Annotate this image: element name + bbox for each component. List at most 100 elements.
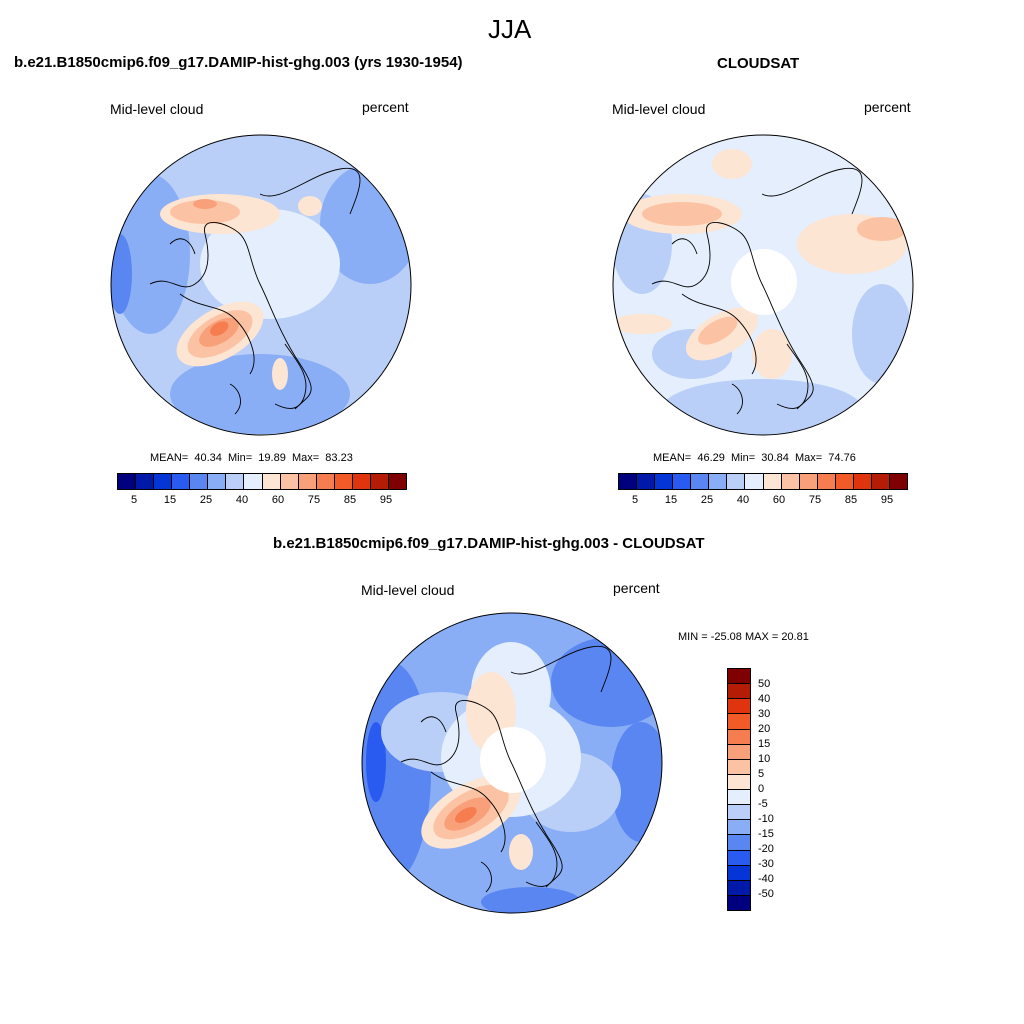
colorbar-swatch — [190, 474, 209, 489]
panel2-title: CLOUDSAT — [717, 55, 800, 72]
panel1-cbar-tick: 25 — [199, 494, 213, 506]
colorbar-swatch — [118, 474, 137, 489]
colorbar-swatch — [889, 474, 907, 489]
panel3-cbar-tick: -15 — [758, 828, 774, 840]
panel3-left-label: Mid-level cloud — [361, 582, 455, 598]
panel1-units-label: percent — [362, 99, 409, 115]
colorbar-swatch — [655, 474, 674, 489]
panel2-cbar-tick: 85 — [844, 494, 858, 506]
panel1-min-label: Min= — [228, 452, 253, 464]
panel2-units-label: percent — [864, 99, 911, 115]
colorbar-swatch — [853, 474, 872, 489]
panel2-cbar-tick: 25 — [700, 494, 714, 506]
colorbar-swatch — [728, 684, 750, 700]
colorbar-swatch — [619, 474, 638, 489]
main-title: JJA — [488, 14, 532, 44]
colorbar-swatch — [728, 699, 750, 715]
colorbar-swatch — [226, 474, 245, 489]
panel1-cbar-tick: 60 — [271, 494, 285, 506]
colorbar-swatch — [728, 729, 750, 745]
colorbar-swatch — [728, 895, 750, 910]
colorbar-swatch — [728, 790, 750, 806]
panel3-cbar-tick: 0 — [758, 783, 765, 795]
panel3-cbar-tick: 5 — [758, 768, 765, 780]
panel3-cbar-tick: 20 — [758, 723, 771, 735]
colorbar-swatch — [298, 474, 317, 489]
colorbar-swatch — [745, 474, 764, 489]
panel2-mean-label: MEAN= — [653, 452, 692, 464]
panel3-minmax: MIN = -25.08 MAX = 20.81 — [678, 631, 809, 643]
panel2-cbar-tick: 5 — [631, 494, 639, 506]
panel1-min-value: 19.89 — [258, 452, 286, 464]
panel1-cbar-tick: 15 — [163, 494, 177, 506]
colorbar-swatch — [781, 474, 800, 489]
panel1-cbar-tick: 85 — [343, 494, 357, 506]
colorbar-swatch — [728, 835, 750, 851]
colorbar-swatch — [691, 474, 710, 489]
panel2-colorbar-ticks: 5 15 25 40 60 75 85 95 — [618, 494, 908, 508]
colorbar-swatch — [709, 474, 728, 489]
colorbar-swatch — [727, 474, 746, 489]
colorbar-swatch — [728, 714, 750, 730]
panel2-left-label: Mid-level cloud — [612, 101, 706, 117]
panel3-cbar-tick: -5 — [758, 798, 768, 810]
panel1-mean-label: MEAN= — [150, 452, 189, 464]
colorbar-swatch — [244, 474, 263, 489]
colorbar-swatch — [728, 850, 750, 866]
panel1-stats: MEAN= 40.34 Min= 19.89 Max= 83.23 — [150, 452, 353, 464]
colorbar-swatch — [370, 474, 389, 489]
panel2-cbar-tick: 40 — [736, 494, 750, 506]
panel1-left-label: Mid-level cloud — [110, 101, 204, 117]
colorbar-swatch — [388, 474, 406, 489]
colorbar-swatch — [728, 744, 750, 760]
panel1-cbar-tick: 75 — [307, 494, 321, 506]
panel1-mean-value: 40.34 — [194, 452, 222, 464]
panel3-cbar-tick: -10 — [758, 813, 774, 825]
panel1-map — [110, 134, 412, 436]
panel3-colorbar — [727, 668, 751, 911]
colorbar-swatch — [334, 474, 353, 489]
colorbar-swatch — [728, 865, 750, 881]
panel2-stats: MEAN= 46.29 Min= 30.84 Max= 74.76 — [653, 452, 856, 464]
panel3-colorbar-ticks: 50 40 30 20 15 10 5 0 -5 -10 -15 -20 -30… — [758, 668, 798, 909]
panel2-cbar-tick: 15 — [664, 494, 678, 506]
panel1-colorbar-ticks: 5 15 25 40 60 75 85 95 — [117, 494, 407, 508]
colorbar-swatch — [208, 474, 227, 489]
colorbar-swatch — [154, 474, 173, 489]
panel3-cbar-tick: 50 — [758, 678, 771, 690]
panel1-cbar-tick: 5 — [130, 494, 138, 506]
panel2-mean-value: 46.29 — [697, 452, 725, 464]
panel2-max-value: 74.76 — [828, 452, 856, 464]
panel1-title: b.e21.B1850cmip6.f09_g17.DAMIP-hist-ghg.… — [14, 54, 463, 71]
panel3-units-label: percent — [613, 580, 660, 596]
panel3-cbar-tick: 30 — [758, 708, 771, 720]
panel3-cbar-tick: -40 — [758, 873, 774, 885]
panel2-min-value: 30.84 — [761, 452, 789, 464]
colorbar-swatch — [728, 805, 750, 821]
panel3-cbar-tick: -50 — [758, 888, 774, 900]
colorbar-swatch — [871, 474, 890, 489]
colorbar-swatch — [637, 474, 656, 489]
panel3-cbar-tick: -20 — [758, 843, 774, 855]
colorbar-swatch — [817, 474, 836, 489]
panel3-cbar-tick: -30 — [758, 858, 774, 870]
colorbar-swatch — [316, 474, 335, 489]
colorbar-swatch — [728, 759, 750, 775]
panel2-cbar-tick: 60 — [772, 494, 786, 506]
panel2-colorbar — [618, 473, 908, 490]
panel3-map — [361, 612, 663, 914]
colorbar-swatch — [799, 474, 818, 489]
colorbar-swatch — [280, 474, 299, 489]
colorbar-swatch — [728, 880, 750, 896]
panel1-max-label: Max= — [291, 452, 320, 464]
panel1-colorbar — [117, 473, 407, 490]
panel2-max-label: Max= — [794, 452, 823, 464]
colorbar-swatch — [835, 474, 854, 489]
colorbar-swatch — [673, 474, 692, 489]
panel3-cbar-tick: 10 — [758, 753, 771, 765]
colorbar-swatch — [352, 474, 371, 489]
panel3-cbar-tick: 40 — [758, 693, 771, 705]
panel2-map — [612, 134, 914, 436]
panel1-max-value: 83.23 — [325, 452, 353, 464]
panel3-cbar-tick: 15 — [758, 738, 771, 750]
